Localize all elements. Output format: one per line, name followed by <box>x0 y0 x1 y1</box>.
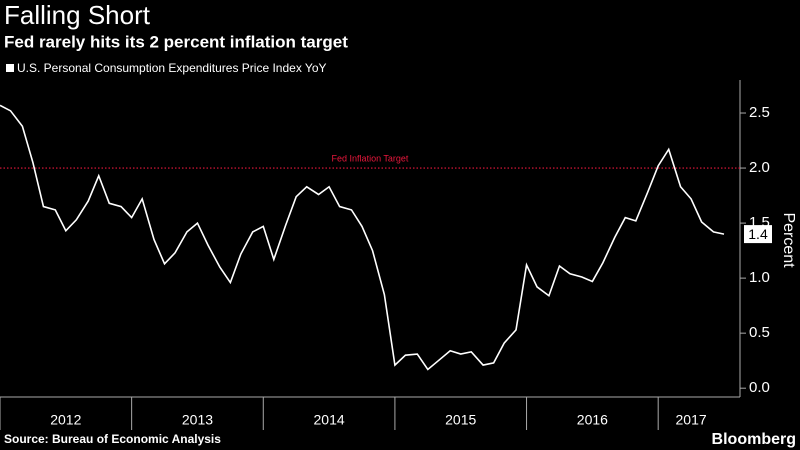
source: Source: Bureau of Economic Analysis <box>4 432 221 446</box>
y-tick-label: 2.5 <box>749 104 770 121</box>
data-line <box>0 104 725 371</box>
y-tick-label: 0.5 <box>749 324 770 341</box>
x-tick-label: 2016 <box>577 412 608 428</box>
legend-swatch <box>6 64 14 72</box>
legend-label: U.S. Personal Consumption Expenditures P… <box>17 61 327 75</box>
x-tick-label: 2015 <box>445 412 476 428</box>
brand: Bloomberg <box>712 431 796 448</box>
y-tick-label: 0.0 <box>749 379 770 396</box>
y-tick-label: 1.0 <box>749 269 770 286</box>
x-tick-label: 2012 <box>50 412 81 428</box>
y-axis-label: Percent <box>780 212 797 268</box>
y-tick-label: 2.0 <box>749 159 770 176</box>
x-tick-label: 2013 <box>182 412 213 428</box>
chart-subtitle: Fed rarely hits its 2 percent inflation … <box>4 32 348 51</box>
x-tick-label: 2014 <box>314 412 345 428</box>
last-value-label: 1.4 <box>748 226 768 242</box>
target-label: Fed Inflation Target <box>332 153 409 163</box>
x-tick-label: 2017 <box>676 412 707 428</box>
last-value-box <box>744 225 772 244</box>
chart-title: Falling Short <box>4 0 151 30</box>
